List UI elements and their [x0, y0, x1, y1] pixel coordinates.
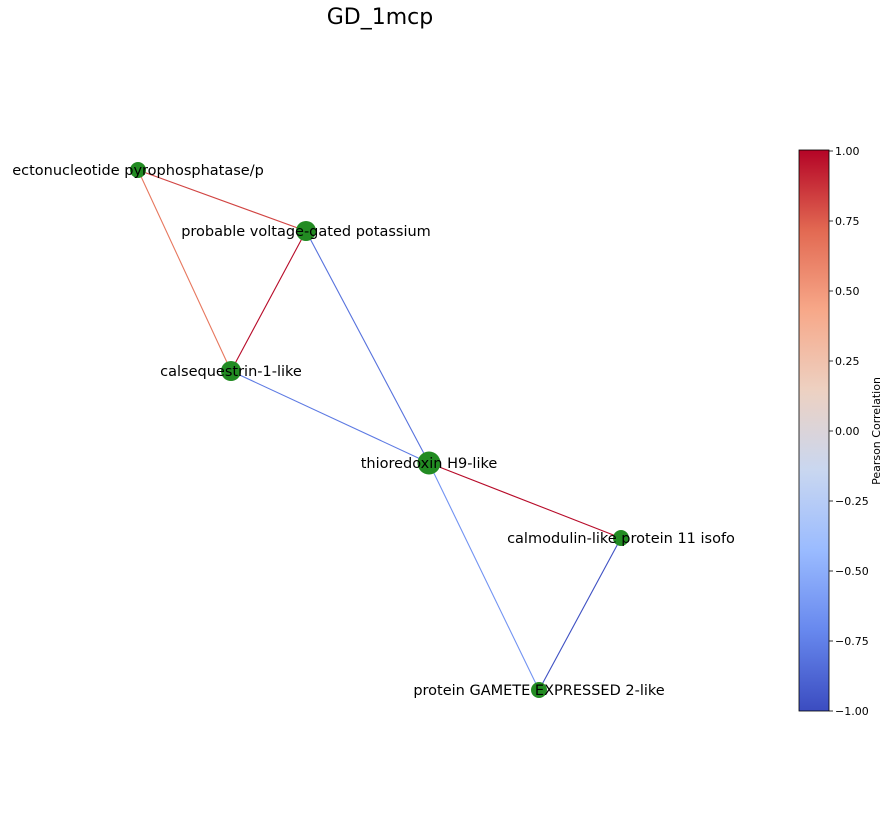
edge-thioredoxin-gamete [428, 462, 540, 691]
node-calsequestrin[interactable] [221, 361, 241, 381]
colorbar: 1.00 0.75 0.50 0.25 0.00 −0.25 −0.50 −0.75 −1.00… [798, 145, 883, 718]
colorbar-label: Pearson Correlation [870, 377, 883, 485]
node-label-ectonucleotide: ectonucleotide pyrophosphatase/p [12, 163, 264, 179]
edge-voltage-thioredoxin [305, 230, 430, 464]
colorbar-tick-label: 1.00 [835, 145, 860, 158]
labels-layer: ectonucleotide pyrophosphatase/p probable… [12, 163, 735, 699]
node-thioredoxin[interactable] [417, 451, 441, 475]
colorbar-tick-label: −0.50 [835, 565, 869, 578]
colorbar-gradient [798, 149, 830, 712]
colorbar-tick-label: 0.50 [835, 285, 860, 298]
colorbar-ticks: 1.00 0.75 0.50 0.25 0.00 −0.25 −0.50 −0.75 −1.00 [829, 145, 869, 718]
edge-thioredoxin-calmodulin [428, 462, 622, 539]
node-voltage[interactable] [296, 221, 316, 241]
chart-title: GD_1mcp [327, 5, 433, 30]
colorbar-tick-label: 0.25 [835, 355, 860, 368]
colorbar-tick-label: −1.00 [835, 705, 869, 718]
edge-voltage-calsequestrin [230, 230, 307, 372]
node-label-voltage: probable voltage-gated potassium [181, 224, 431, 240]
node-ectonucleotide[interactable] [130, 162, 146, 178]
node-calmodulin[interactable] [613, 530, 629, 546]
nodes-layer [130, 162, 629, 698]
node-gamete[interactable] [531, 682, 547, 698]
colorbar-tick-label: 0.75 [835, 215, 860, 228]
colorbar-tick-label: 0.00 [835, 425, 860, 438]
edge-ectonucleotide-voltage [137, 169, 307, 232]
colorbar-tick-label: −0.75 [835, 635, 869, 648]
edge-ectonucleotide-calsequestrin [137, 169, 232, 372]
node-label-thioredoxin: thioredoxin H9-like [361, 456, 498, 472]
edge-calmodulin-gamete [538, 537, 622, 691]
node-label-gamete: protein GAMETE EXPRESSED 2-like [413, 683, 664, 699]
edges-layer [137, 169, 622, 691]
node-label-calmodulin: calmodulin-like protein 11 isofo [507, 531, 735, 547]
colorbar-tick-label: −0.25 [835, 495, 869, 508]
edge-calsequestrin-thioredoxin [230, 370, 430, 464]
node-label-calsequestrin: calsequestrin-1-like [160, 364, 302, 380]
